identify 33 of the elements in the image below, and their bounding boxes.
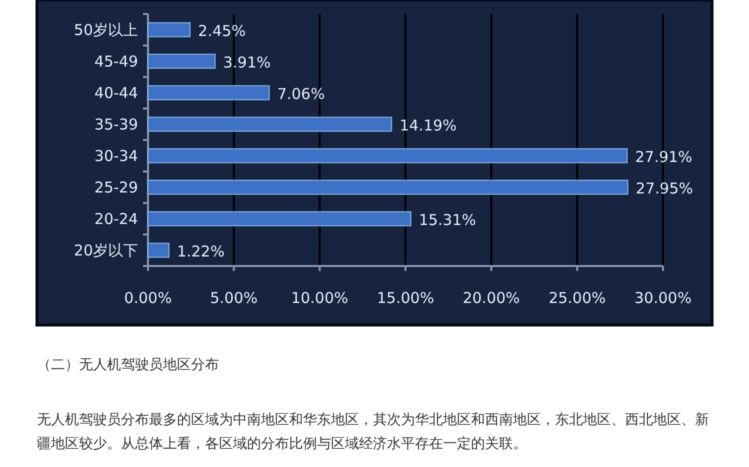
text: 无人机驾驶员分布最多的区域为中南地区和华东地区，其次为华北地区和西南地区，东北地区、西北地区、新疆地区较少。从总体上看，各区域的分布比例与区域经济水平存在一定的关联。 bbox=[37, 411, 710, 454]
data-label: 14.19% bbox=[400, 116, 457, 134]
text: （二）无人机驾驶员地区分布 bbox=[37, 356, 219, 374]
bar bbox=[148, 180, 628, 195]
data-label: 15.31% bbox=[418, 210, 476, 229]
y-tick-label: 25-29 bbox=[94, 178, 138, 196]
bar bbox=[148, 85, 270, 100]
data-label: 7.06% bbox=[277, 84, 325, 103]
bar bbox=[148, 211, 412, 226]
y-tick-label: 40-44 bbox=[94, 84, 138, 102]
y-tick-label: 35-39 bbox=[94, 115, 138, 134]
bar bbox=[148, 148, 628, 164]
data-label: 3.91% bbox=[223, 53, 271, 72]
data-label: 2.45% bbox=[198, 22, 246, 40]
x-tick-label: 30.00% bbox=[634, 289, 692, 307]
bar bbox=[148, 242, 170, 258]
x-tick-label: 25.00% bbox=[548, 289, 606, 307]
data-label: 27.95% bbox=[636, 179, 694, 198]
x-tick-label: 0.00% bbox=[124, 289, 172, 307]
y-tick-label: 50岁以上 bbox=[74, 20, 138, 39]
x-tick-label: 10.00% bbox=[291, 289, 348, 307]
bar bbox=[148, 54, 216, 69]
y-tick-label: 20岁以下 bbox=[74, 241, 138, 260]
y-tick-label: 45-49 bbox=[94, 52, 138, 70]
x-tick-label: 5.00% bbox=[210, 289, 258, 307]
x-tick-label: 20.00% bbox=[462, 289, 520, 307]
data-label: 27.91% bbox=[635, 148, 692, 166]
y-tick-label: 20-24 bbox=[94, 210, 138, 228]
data-label: 1.22% bbox=[176, 242, 225, 260]
bar bbox=[148, 116, 392, 132]
y-tick-label: 30-34 bbox=[94, 146, 138, 165]
x-tick-label: 15.00% bbox=[376, 289, 434, 307]
bar bbox=[148, 22, 191, 38]
